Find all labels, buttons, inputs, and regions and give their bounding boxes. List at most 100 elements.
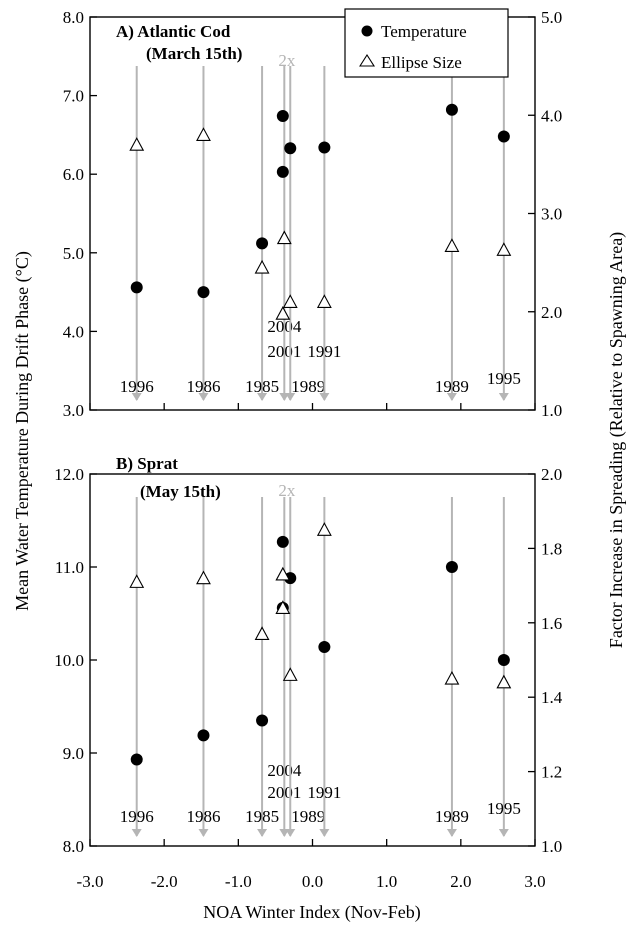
x-tick-label: -2.0: [151, 872, 178, 891]
panel-a-year-label: 1989: [435, 377, 469, 396]
panel-b-2x-label: 2x: [278, 481, 296, 500]
temperature-point: [318, 141, 331, 154]
y-tick-label-right: 2.0: [541, 303, 562, 322]
y-tick-label-left: 6.0: [63, 165, 84, 184]
y-tick-label-left: 4.0: [63, 322, 84, 341]
temperature-point: [197, 729, 210, 742]
y-tick-label-left: 8.0: [63, 837, 84, 856]
temperature-point: [497, 130, 510, 143]
panel-a-year-label: 1996: [120, 377, 154, 396]
y-tick-label-left: 12.0: [54, 465, 84, 484]
panel-b-year-label: 1989: [291, 807, 325, 826]
ellipse-size-point: [444, 670, 460, 685]
temperature-point: [445, 561, 458, 573]
panel-a-year-label: 2004: [267, 317, 302, 336]
legend-temperature: Temperature: [381, 22, 467, 41]
temperature-point: [284, 142, 297, 155]
panel-a-year-label: 1995: [487, 369, 521, 388]
panel-b-subtitle: (May 15th): [140, 482, 221, 501]
temperature-point: [497, 654, 510, 666]
legend: Temperature Ellipse Size: [344, 8, 509, 78]
panel-a: 1996 1986 1985 2004 2001 1989 1991 1989 1995 3.0…: [63, 8, 563, 420]
legend-triangle-icon: [358, 53, 376, 67]
panel-a-year-label: 1991: [307, 342, 341, 361]
y-tick-label-right: 1.4: [541, 688, 563, 707]
y-tick-label-right: 1.6: [541, 614, 562, 633]
ellipse-size-point: [129, 574, 145, 588]
x-tick-label: 1.0: [376, 872, 397, 891]
temperature-point: [276, 165, 289, 178]
ellipse-size-point: [275, 566, 291, 581]
x-axis-ticks: -3.0 -2.0 -1.0 0.0 1.0 2.0 3.0: [77, 872, 546, 891]
temperature-point: [445, 103, 458, 116]
panel-b-title: B) Sprat: [116, 454, 178, 473]
ellipse-size-point: [276, 230, 292, 245]
y-tick-label-left: 11.0: [55, 558, 84, 577]
ellipse-size-point: [496, 674, 512, 689]
ellipse-size-point: [275, 306, 291, 320]
y-axis-label-left: Mean Water Temperature During Drift Phas…: [12, 251, 33, 611]
temperature-point: [318, 640, 331, 653]
y-tick-label-right: 1.2: [541, 763, 562, 782]
panel-b-year-label: 1996: [120, 807, 154, 826]
panel-a-year-label: 1986: [186, 377, 220, 396]
panel-a-ticks: 3.0 4.0 5.0 6.0 7.0 8.0 1.0 2.0 3.0 4.0 5.0: [63, 8, 563, 420]
panel-a-subtitle: (March 15th): [146, 44, 242, 63]
panel-b: 1996 1986 1985 2004 2001 1989 1991 1989 1995 8.0…: [54, 454, 563, 856]
x-tick-label: -1.0: [225, 872, 252, 891]
temperature-point: [130, 753, 143, 766]
temperature-point: [256, 714, 269, 727]
legend-circle-icon: [361, 25, 373, 37]
x-tick-label: 3.0: [524, 872, 545, 891]
y-axis-label-right: Factor Increase in Spreading (Relative t…: [606, 232, 627, 648]
panel-a-year-label: 1989: [291, 377, 325, 396]
ellipse-size-point: [496, 242, 512, 256]
ellipse-size-point: [275, 600, 291, 614]
panel-a-title: A) Atlantic Cod: [116, 22, 231, 41]
panel-b-year-label: 1991: [307, 783, 341, 802]
y-tick-label-right: 2.0: [541, 465, 562, 484]
panel-b-year-label: 2001: [267, 783, 301, 802]
x-tick-label: 0.0: [302, 872, 323, 891]
ellipse-size-point: [129, 137, 145, 151]
panel-b-year-label: 1995: [487, 799, 521, 818]
panel-a-marks: [129, 103, 512, 320]
temperature-point: [256, 237, 269, 250]
y-tick-label-right: 1.0: [541, 401, 562, 420]
ellipse-size-point: [316, 294, 332, 308]
y-tick-label-right: 1.8: [541, 539, 562, 558]
y-tick-label-left: 3.0: [63, 401, 84, 420]
panel-a-2x-label: 2x: [278, 51, 296, 70]
panel-b-year-label: 1985: [245, 807, 279, 826]
ellipse-size-point: [196, 570, 211, 585]
panel-a-year-label: 2001: [267, 342, 301, 361]
y-tick-label-right: 1.0: [541, 837, 562, 856]
ellipse-size-point: [282, 667, 298, 681]
panel-b-year-label: 1986: [186, 807, 220, 826]
temperature-point: [276, 535, 289, 548]
ellipse-size-point: [316, 522, 332, 536]
y-tick-label-left: 8.0: [63, 8, 84, 27]
panel-a-year-lines: 1996 1986 1985 2004 2001 1989 1991 1989 1995: [120, 66, 521, 401]
panel-b-ticks: 8.0 9.0 10.0 11.0 12.0 1.0 1.2 1.4 1.6 1.8 2.0: [54, 465, 563, 856]
y-tick-label-right: 5.0: [541, 8, 562, 27]
panel-a-year-label: 1985: [245, 377, 279, 396]
legend-ellipse-size: Ellipse Size: [381, 53, 462, 72]
panel-b-year-label: 2004: [267, 761, 302, 780]
ellipse-size-point: [254, 626, 270, 641]
temperature-point: [276, 110, 289, 123]
y-tick-label-left: 9.0: [63, 744, 84, 763]
y-tick-label-left: 5.0: [63, 244, 84, 263]
x-tick-label: -3.0: [77, 872, 104, 891]
y-tick-label-left: 7.0: [63, 87, 84, 106]
y-tick-label-left: 10.0: [54, 651, 84, 670]
ellipse-size-point: [196, 127, 211, 141]
ellipse-size-point: [444, 238, 460, 252]
ellipse-size-point: [282, 294, 298, 308]
y-tick-label-right: 4.0: [541, 106, 562, 125]
temperature-point: [197, 286, 210, 299]
x-axis-label: NOA Winter Index (Nov-Feb): [203, 902, 420, 923]
x-tick-label: 2.0: [450, 872, 471, 891]
ellipse-size-point: [254, 259, 270, 274]
